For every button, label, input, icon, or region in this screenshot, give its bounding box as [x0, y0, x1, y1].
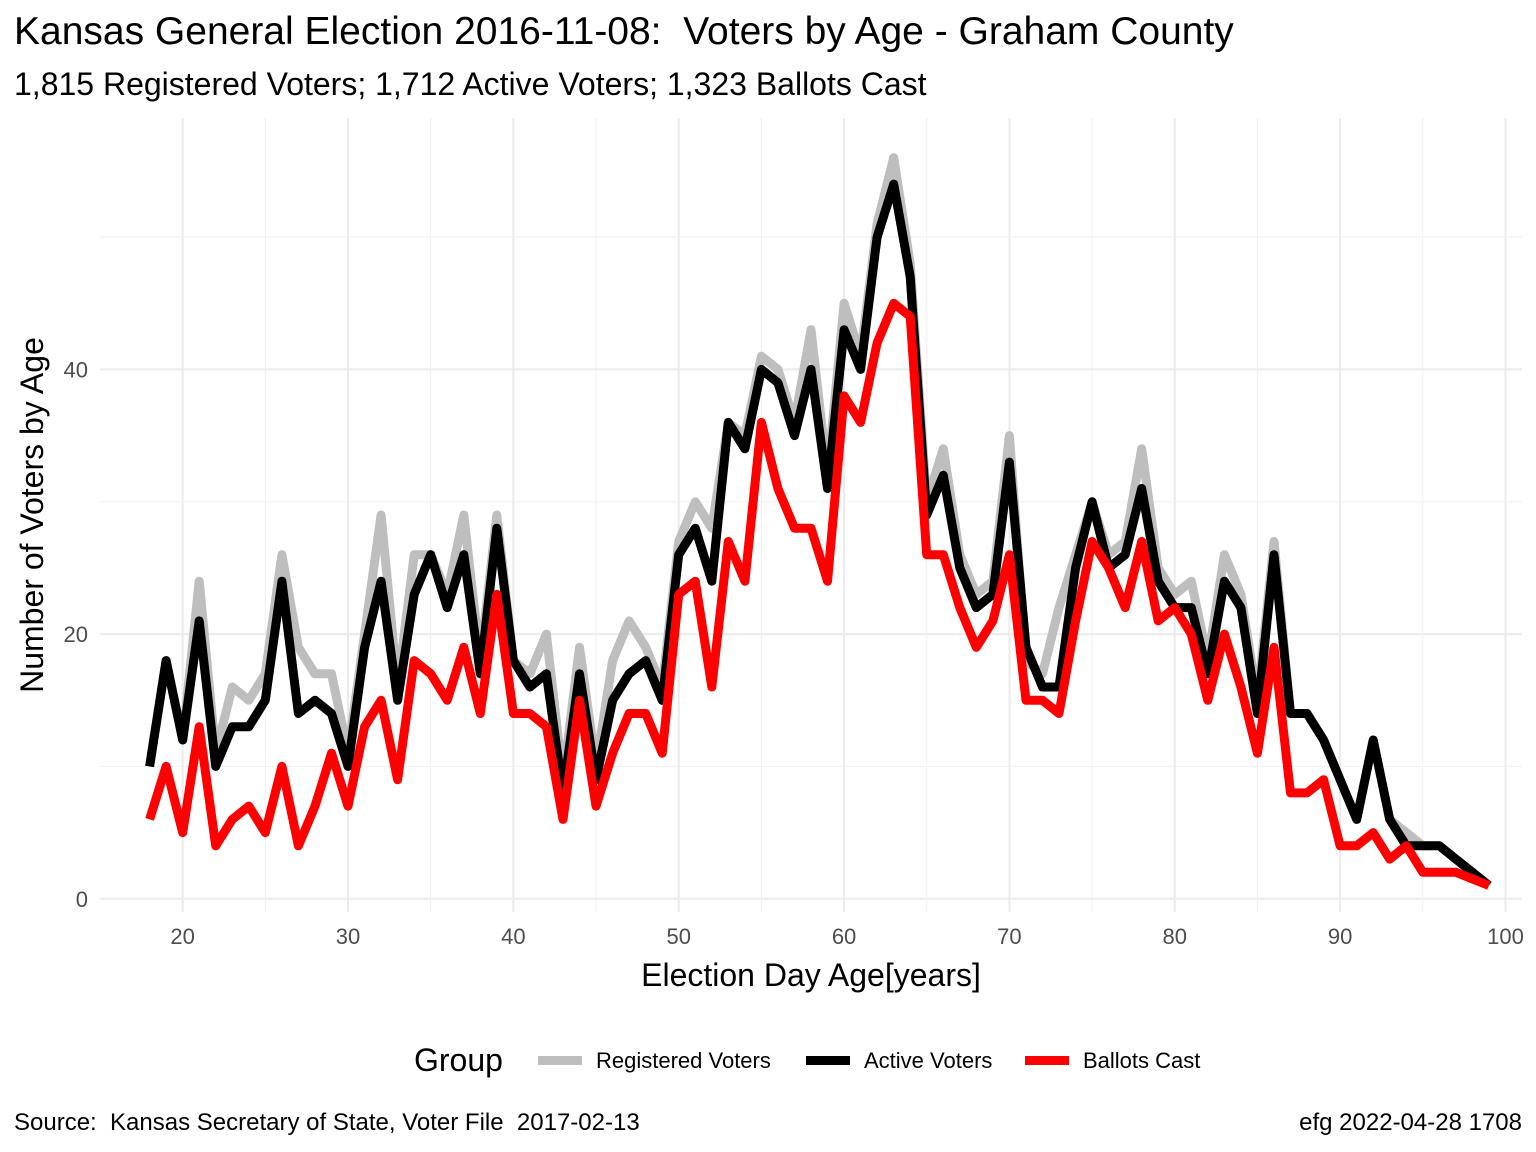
legend-key-active-voters — [806, 1056, 850, 1065]
series-lines — [145, 153, 1492, 890]
y-axis-title: Number of Voters by Age — [14, 337, 50, 693]
legend-label-active-voters: Active Voters — [864, 1048, 993, 1073]
x-tick-label: 90 — [1328, 924, 1352, 949]
legend-key-ballots-cast — [1025, 1056, 1069, 1065]
line-chart: 20 30 40 50 60 70 80 90 100 0 20 40 Election Day A… — [14, 118, 1524, 993]
legend-title: Group — [414, 1042, 503, 1078]
source-caption: Source: Kansas Secretary of State, Voter… — [14, 1109, 640, 1136]
x-tick-label: 70 — [997, 924, 1021, 949]
legend-label-registered-voters: Registered Voters — [596, 1048, 771, 1073]
x-tick-label: 50 — [666, 924, 690, 949]
x-axis-title: Election Day Age[years] — [641, 957, 981, 993]
x-tick-label: 20 — [170, 924, 194, 949]
y-tick-label: 0 — [76, 887, 88, 912]
x-tick-label: 80 — [1163, 924, 1187, 949]
series-line-active-voters — [145, 179, 1492, 890]
legend-label-ballots-cast: Ballots Cast — [1083, 1048, 1201, 1073]
x-tick-label: 30 — [336, 924, 360, 949]
x-tick-label: 40 — [501, 924, 525, 949]
credit-caption: efg 2022-04-28 1708 — [1299, 1109, 1522, 1136]
legend: Group Registered Voters Active Voters Ba… — [0, 1040, 1536, 1084]
x-tick-label: 100 — [1487, 924, 1524, 949]
x-tick-label: 60 — [832, 924, 856, 949]
x-tick-labels: 20 30 40 50 60 70 80 90 100 — [170, 924, 1523, 949]
series-line-ballots-cast — [145, 298, 1491, 890]
legend-key-registered-voters — [538, 1056, 582, 1065]
y-tick-labels: 0 20 40 — [64, 357, 88, 911]
y-tick-label: 20 — [64, 622, 88, 647]
chart-subtitle: 1,815 Registered Voters; 1,712 Active Vo… — [14, 66, 927, 102]
chart-title: Kansas General Election 2016-11-08: Vote… — [14, 10, 1234, 53]
y-tick-label: 40 — [64, 357, 88, 382]
